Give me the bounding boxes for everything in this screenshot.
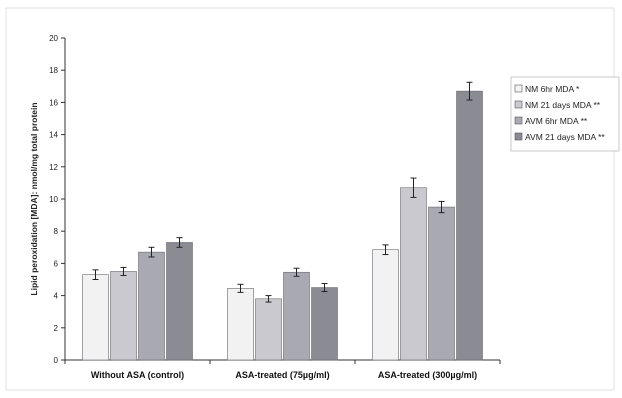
legend-swatch: [514, 100, 523, 109]
y-tick-label: 0: [54, 356, 59, 365]
bar: [372, 249, 399, 361]
y-axis-label: Lipid peroxidation [MDA]: nmol/mg total …: [29, 102, 39, 295]
bar: [110, 271, 137, 361]
bar: [166, 242, 193, 361]
bar: [428, 206, 455, 361]
legend-entry: NM 6hr MDA *: [525, 84, 580, 94]
y-tick-label: 8: [54, 227, 59, 236]
y-tick-label: 10: [49, 195, 58, 204]
bar: [255, 298, 282, 361]
chart-axes: 0 2 4 6 8 10 12 14 16 18 20: [5, 7, 615, 391]
legend-swatch: [514, 84, 523, 93]
y-tick-label: 20: [49, 34, 58, 43]
y-tick-label: 12: [49, 163, 58, 172]
y-tick-label: 16: [49, 98, 58, 107]
legend-swatch: [514, 116, 523, 125]
category-labels: Without ASA (control) ASA-treated (75µg/m…: [91, 370, 477, 380]
y-tick-label: 14: [49, 131, 58, 140]
bar: [283, 271, 310, 361]
bar: [138, 251, 165, 361]
y-tick-label: 18: [49, 66, 58, 75]
category-label: ASA-treated (300µg/ml): [378, 370, 477, 380]
outer-border: [5, 7, 615, 391]
category-label: ASA-treated (75µg/ml): [235, 370, 329, 380]
bar: [456, 90, 483, 361]
legend-entry: AVM 6hr MDA **: [525, 116, 588, 126]
bar: [227, 288, 254, 361]
y-tick-label: 4: [54, 292, 59, 301]
y-tick-label: 6: [54, 259, 59, 268]
bar-series-group: [82, 81, 483, 361]
legend-swatch: [514, 132, 523, 141]
legend-entry: NM 21 days MDA **: [525, 100, 601, 110]
bar: [400, 187, 427, 361]
bar: [82, 274, 109, 361]
legend-box: [510, 76, 620, 152]
y-tick-label: 2: [54, 324, 59, 333]
legend: NM 6hr MDA * NM 21 days MDA ** AVM 6hr MDA…: [510, 76, 620, 152]
legend-entry: AVM 21 days MDA **: [525, 132, 605, 142]
category-label: Without ASA (control): [91, 370, 184, 380]
bar: [311, 287, 338, 361]
